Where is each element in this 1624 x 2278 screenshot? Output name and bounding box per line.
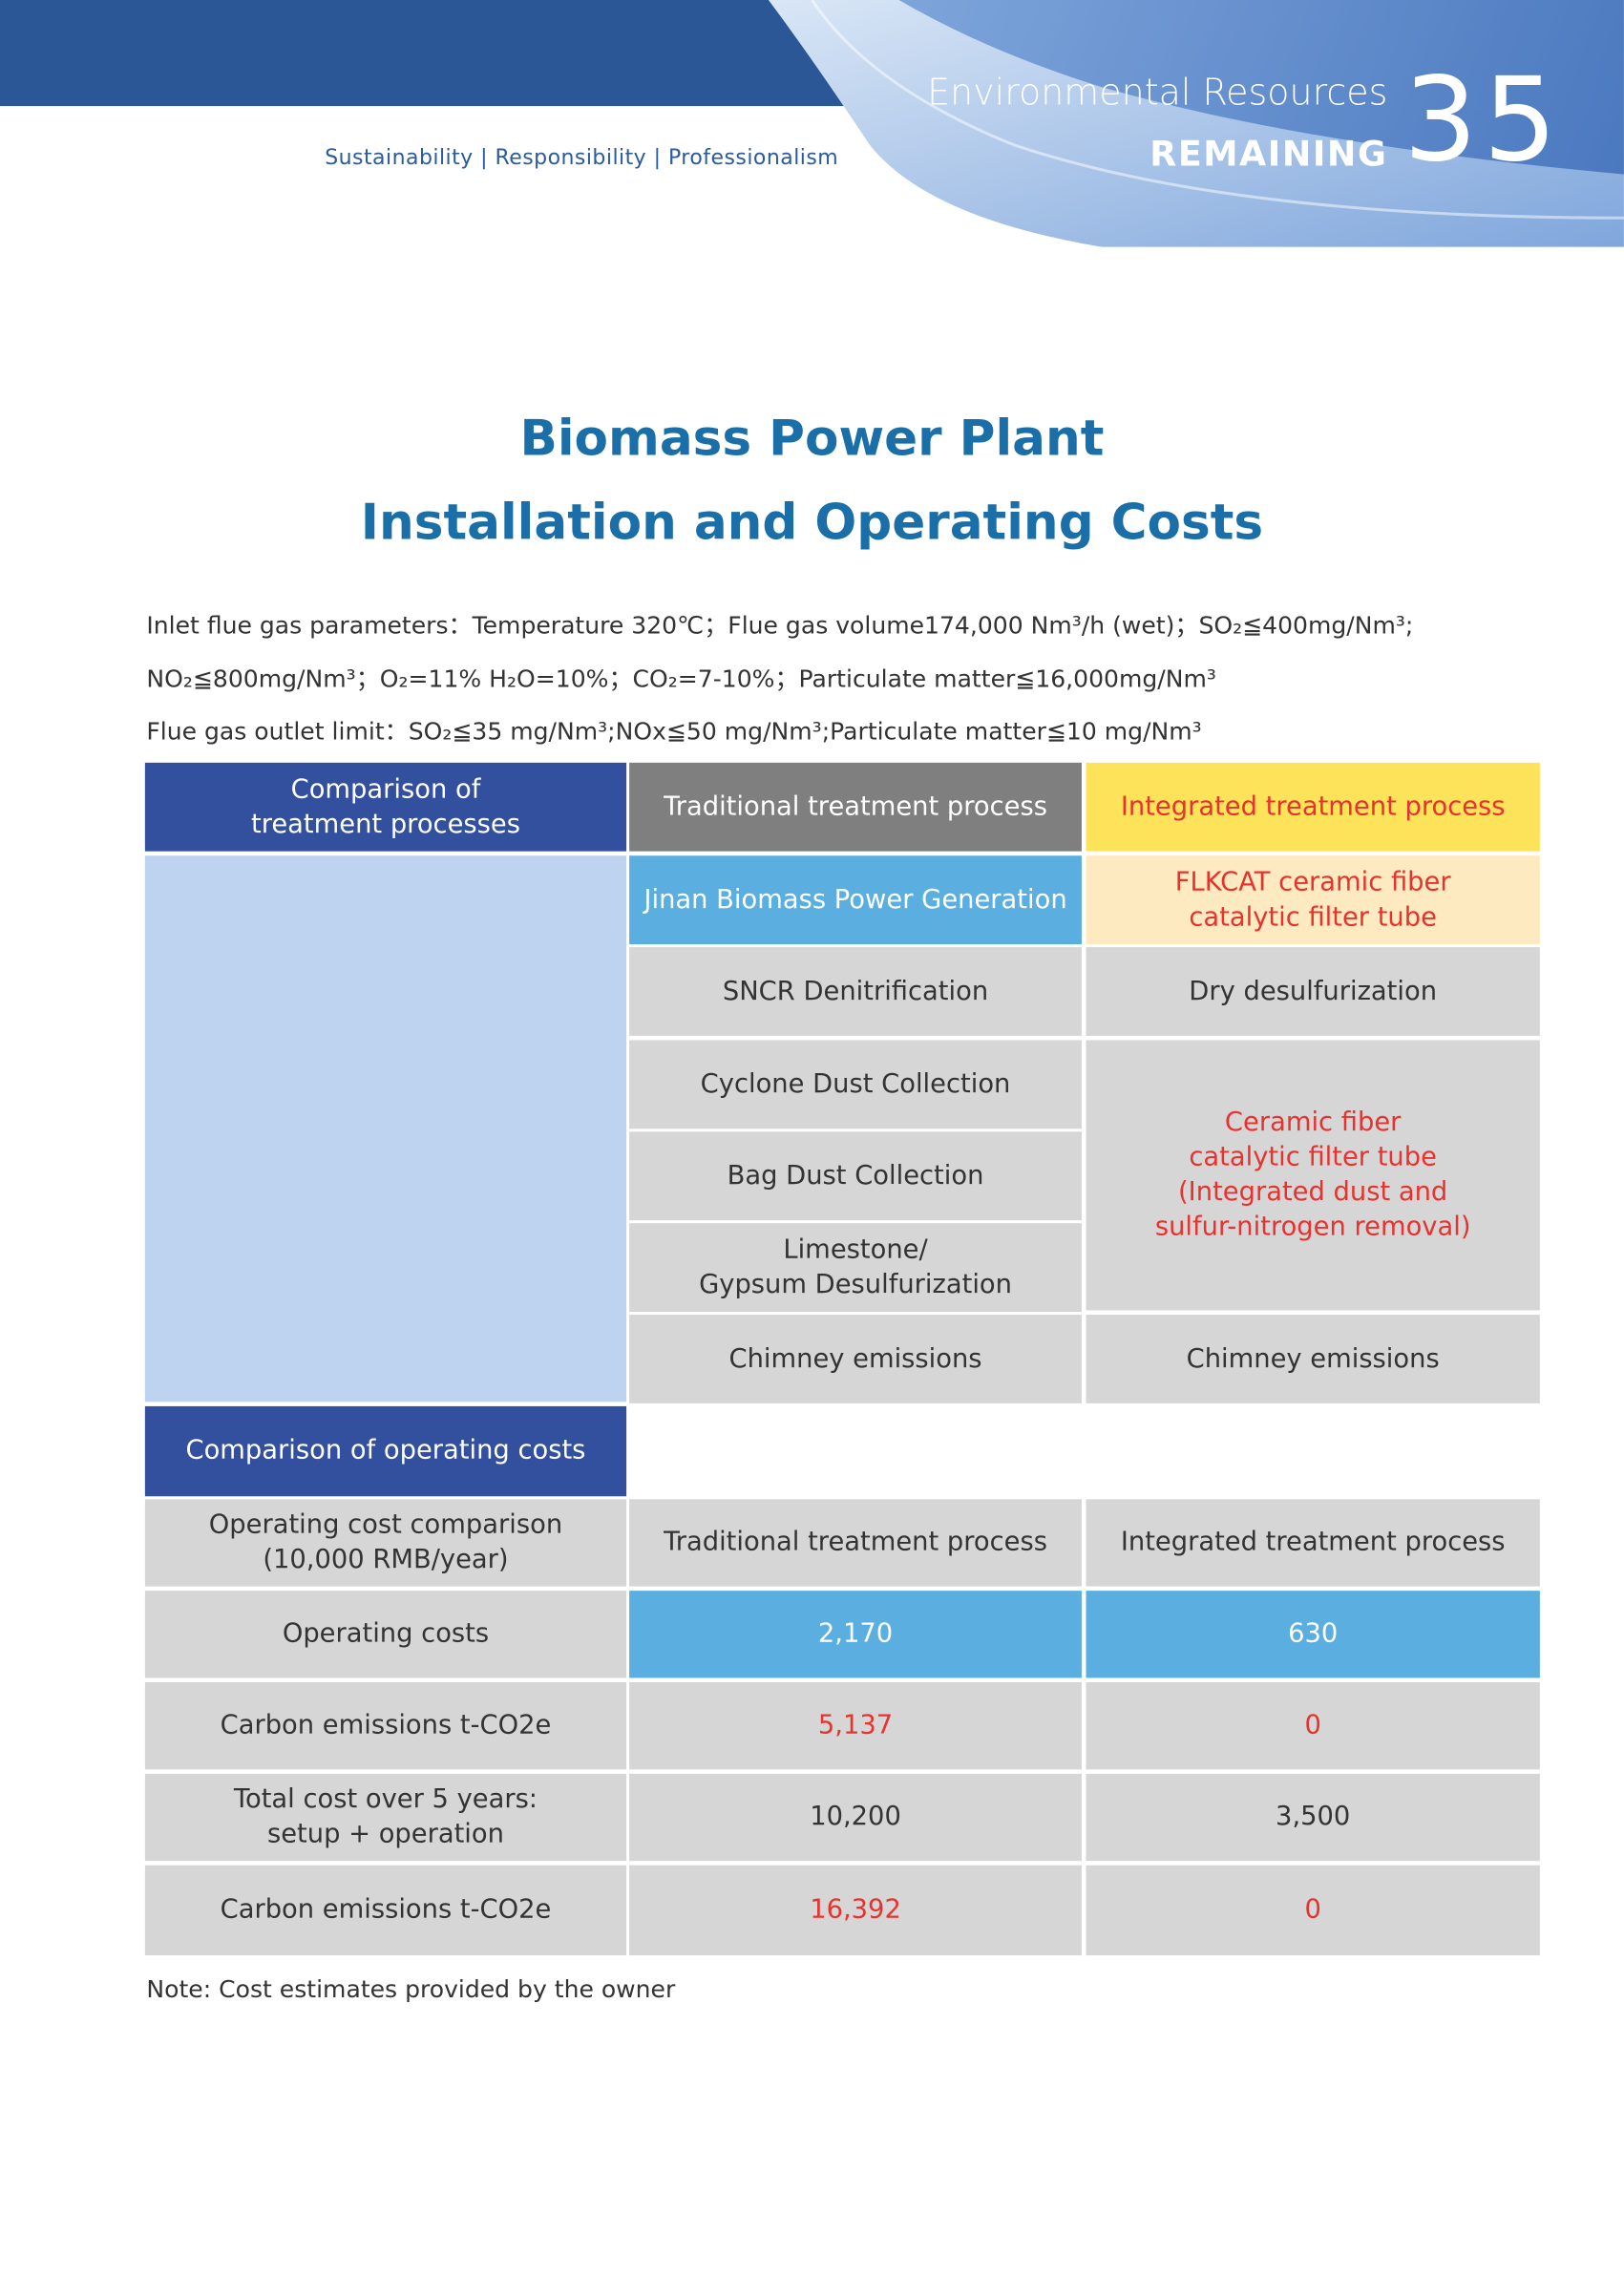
cost-value: 5,137: [629, 1682, 1082, 1770]
row-label: Total cost over 5 years: setup + operati…: [144, 1773, 627, 1862]
cost-value: 16,392: [629, 1865, 1082, 1956]
process-step: FLKCAT ceramic fiber catalytic filter tu…: [1086, 855, 1540, 945]
note: Note: Cost estimates provided by the own…: [146, 1975, 676, 2004]
side-block: [144, 855, 627, 1403]
column-header: Integrated treatment process: [1086, 762, 1540, 852]
process-step: Limestone/ Gypsum Desulfurization: [629, 1223, 1082, 1313]
title: Installation and Operating Costs: [360, 494, 1264, 553]
process-step: Chimney emissions: [629, 1315, 1082, 1403]
brand-line: REMAINING: [1149, 133, 1388, 175]
cost-value: 3,500: [1086, 1773, 1540, 1862]
column-header: Traditional treatment process: [629, 762, 1082, 852]
cost-value: 630: [1086, 1591, 1540, 1678]
tagline: Sustainability | Responsibility | Profes…: [325, 146, 839, 171]
parameter-line: NO₂≦800mg/Nm³；O₂=11% H₂O=10%；CO₂=7-10%；P…: [146, 664, 1216, 693]
column-header: Comparison of treatment processes: [144, 762, 627, 852]
header-graphic: [0, 0, 1624, 247]
cost-value: 10,200: [629, 1773, 1082, 1862]
cost-value: 0: [1086, 1865, 1540, 1956]
column-header: Traditional treatment process: [629, 1499, 1082, 1587]
process-step: Ceramic fiber catalytic filter tube (Int…: [1086, 1040, 1540, 1311]
section-header: Comparison of operating costs: [144, 1405, 627, 1497]
row-label: Carbon emissions t-CO2e: [144, 1682, 627, 1770]
cost-value: 0: [1086, 1682, 1540, 1770]
brand-line: Environmental Resources: [927, 71, 1388, 114]
process-step: Dry desulfurization: [1086, 947, 1540, 1036]
process-step: Jinan Biomass Power Generation: [629, 855, 1082, 945]
column-header: Operating cost comparison (10,000 RMB/ye…: [144, 1499, 627, 1587]
column-header: Integrated treatment process: [1086, 1499, 1540, 1587]
process-step: SNCR Denitrification: [629, 947, 1082, 1036]
title: Biomass Power Plant: [519, 410, 1105, 468]
parameter-line: Flue gas outlet limit：SO₂≦35 mg/Nm³;NOx≦…: [146, 717, 1202, 746]
cost-value: 2,170: [629, 1591, 1082, 1678]
row-label: Operating costs: [144, 1591, 627, 1678]
process-step: Chimney emissions: [1086, 1315, 1540, 1403]
parameter-line: Inlet flue gas parameters：Temperature 32…: [146, 611, 1414, 640]
row-label: Carbon emissions t-CO2e: [144, 1865, 627, 1956]
page-number: 35: [1403, 52, 1563, 188]
process-step: Cyclone Dust Collection: [629, 1040, 1082, 1129]
process-step: Bag Dust Collection: [629, 1131, 1082, 1221]
